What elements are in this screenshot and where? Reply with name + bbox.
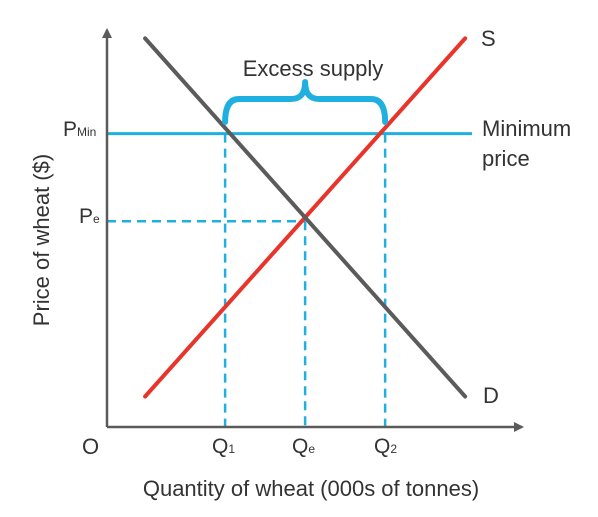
axes xyxy=(102,28,524,432)
curves xyxy=(143,36,468,399)
minimum-price-label-line2: price xyxy=(482,146,530,171)
y-axis-title: Price of wheat ($) xyxy=(29,154,54,326)
excess-supply-brace xyxy=(222,79,389,125)
y-tick-p-e: Pe xyxy=(79,205,100,228)
demand-curve xyxy=(143,36,468,399)
excess-supply-label: Excess supply xyxy=(243,56,384,81)
x-tick-q2: Q2 xyxy=(374,435,397,458)
y-tick-p-min: PMin xyxy=(63,118,96,141)
excess-supply-brace-group xyxy=(222,79,389,125)
x-tick-q1: Q1 xyxy=(212,435,235,458)
minimum-price-label-line1: Minimum xyxy=(482,116,571,141)
demand-curve-label: D xyxy=(483,383,499,408)
origin-label: O xyxy=(82,434,99,459)
guide-lines xyxy=(107,133,387,427)
x-axis-title: Quantity of wheat (000s of tonnes) xyxy=(143,476,479,501)
x-tick-qe: Qe xyxy=(292,435,315,458)
supply-curve-label: S xyxy=(481,26,496,51)
